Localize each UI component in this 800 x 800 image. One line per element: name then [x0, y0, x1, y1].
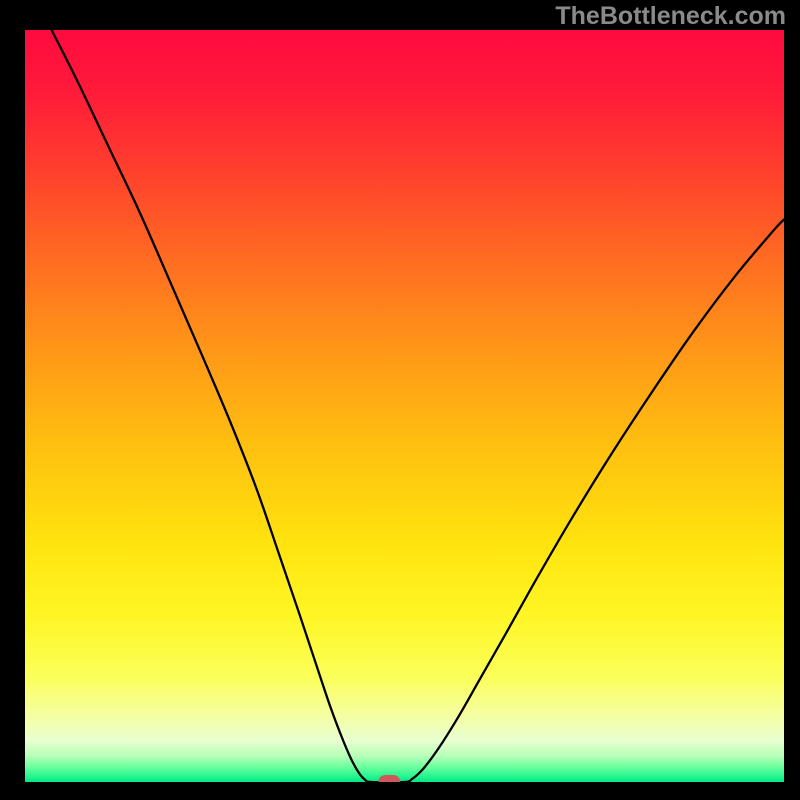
bottleneck-curve [52, 30, 784, 782]
valley-marker [378, 775, 400, 782]
plot-area [25, 30, 784, 782]
watermark-text: TheBottleneck.com [555, 2, 786, 31]
bottleneck-curve-svg [25, 30, 784, 782]
